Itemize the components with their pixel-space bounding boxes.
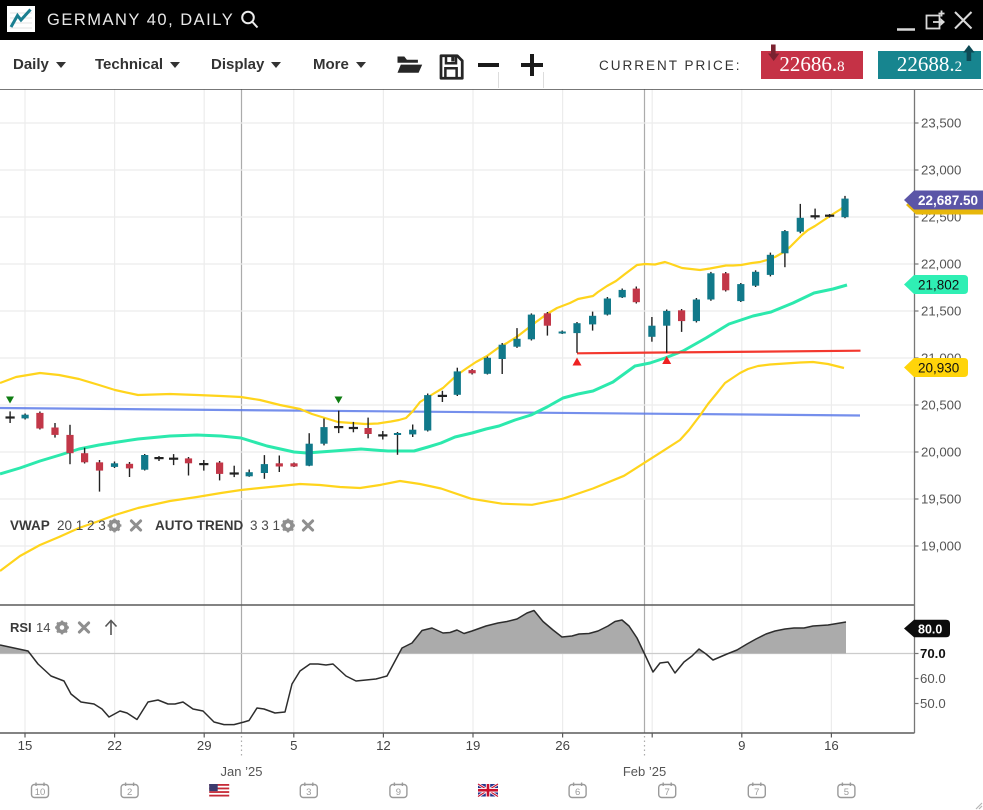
svg-text:20,500: 20,500 bbox=[921, 398, 961, 413]
svg-text:20,000: 20,000 bbox=[921, 445, 961, 460]
svg-text:3: 3 bbox=[306, 787, 311, 798]
svg-text:3 3 1: 3 3 1 bbox=[250, 518, 280, 533]
svg-text:2: 2 bbox=[127, 787, 132, 798]
svg-text:5: 5 bbox=[290, 738, 297, 753]
svg-text:Feb ’25: Feb ’25 bbox=[623, 764, 666, 779]
svg-text:70.0: 70.0 bbox=[920, 646, 946, 661]
svg-text:19,000: 19,000 bbox=[921, 539, 961, 554]
svg-text:16: 16 bbox=[824, 738, 839, 753]
svg-text:23,000: 23,000 bbox=[921, 163, 961, 178]
svg-text:10: 10 bbox=[35, 787, 46, 798]
svg-text:19: 19 bbox=[466, 738, 481, 753]
svg-text:9: 9 bbox=[738, 738, 745, 753]
svg-text:RSI: RSI bbox=[10, 620, 32, 635]
svg-text:7: 7 bbox=[754, 787, 759, 798]
svg-text:29: 29 bbox=[197, 738, 212, 753]
svg-text:21,802: 21,802 bbox=[918, 277, 959, 292]
svg-text:60.0: 60.0 bbox=[920, 671, 946, 686]
svg-text:26: 26 bbox=[555, 738, 570, 753]
svg-text:22,000: 22,000 bbox=[921, 257, 961, 272]
svg-text:AUTO TREND: AUTO TREND bbox=[155, 518, 244, 533]
svg-text:12: 12 bbox=[376, 738, 391, 753]
svg-text:20 1 2 3: 20 1 2 3 bbox=[57, 518, 106, 533]
svg-text:20,930: 20,930 bbox=[918, 360, 959, 375]
svg-text:22,687.50: 22,687.50 bbox=[918, 193, 978, 208]
svg-text:23,500: 23,500 bbox=[921, 116, 961, 131]
svg-text:VWAP: VWAP bbox=[10, 518, 50, 533]
svg-text:22: 22 bbox=[107, 738, 122, 753]
svg-text:9: 9 bbox=[396, 787, 401, 798]
svg-text:14: 14 bbox=[36, 620, 50, 635]
svg-text:Jan ’25: Jan ’25 bbox=[221, 764, 263, 779]
svg-text:5: 5 bbox=[844, 787, 849, 798]
svg-text:15: 15 bbox=[18, 738, 33, 753]
svg-text:50.0: 50.0 bbox=[920, 696, 946, 711]
svg-text:7: 7 bbox=[665, 787, 670, 798]
svg-text:19,500: 19,500 bbox=[921, 492, 961, 507]
svg-text:21,500: 21,500 bbox=[921, 304, 961, 319]
svg-text:80.0: 80.0 bbox=[918, 622, 942, 636]
svg-text:6: 6 bbox=[575, 787, 580, 798]
